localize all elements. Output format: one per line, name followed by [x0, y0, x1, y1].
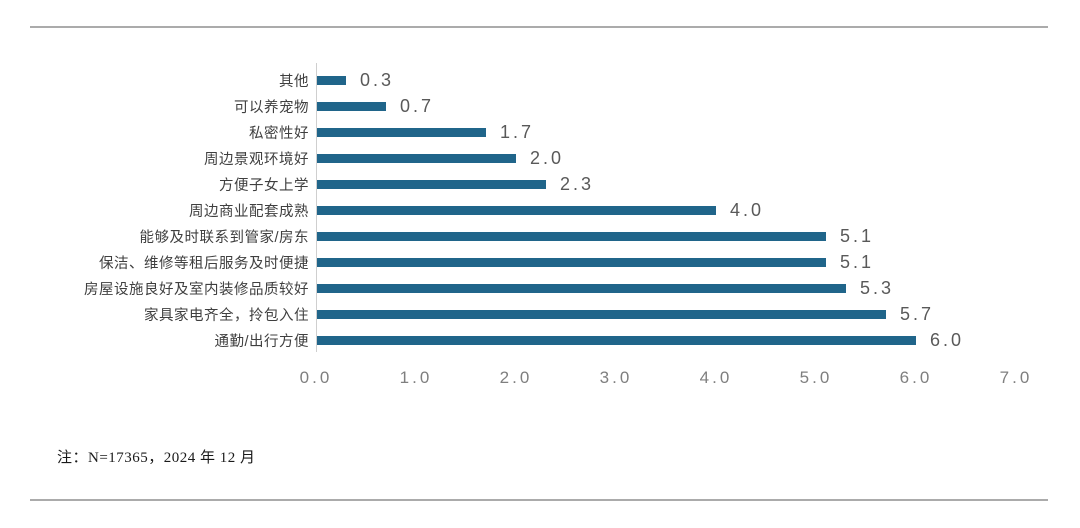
- bar-area: 5.3: [316, 275, 1016, 301]
- bar-row: 房屋设施良好及室内装修品质较好 5.3: [30, 275, 1030, 301]
- bar-area: 4.0: [316, 197, 1016, 223]
- bar-row: 可以养宠物 0.7: [30, 93, 1030, 119]
- x-tick-label: 1.0: [399, 368, 433, 387]
- top-divider: [30, 26, 1048, 28]
- x-tick-label: 3.0: [599, 368, 633, 387]
- bar-area: 5.1: [316, 249, 1016, 275]
- category-label: 周边商业配套成熟: [189, 203, 309, 220]
- bar-area: 2.0: [316, 145, 1016, 171]
- x-axis: 0.0 1.0 2.0 3.0 4.0 5.0 6.0 7.0: [0, 368, 1080, 392]
- category-label: 通勤/出行方便: [214, 333, 309, 350]
- category-label: 周边景观环境好: [204, 151, 309, 168]
- bar-row: 通勤/出行方便 6.0: [30, 327, 1030, 353]
- bar-row: 其他 0.3: [30, 67, 1030, 93]
- category-label: 能够及时联系到管家/房东: [139, 229, 309, 246]
- y-axis-line: [316, 63, 317, 352]
- bar: [316, 179, 546, 189]
- bar-area: 6.0: [316, 327, 1016, 353]
- bar-row: 周边景观环境好 2.0: [30, 145, 1030, 171]
- bar-row: 私密性好 1.7: [30, 119, 1030, 145]
- bar: [316, 127, 486, 137]
- bar: [316, 283, 846, 293]
- x-tick-label: 5.0: [799, 368, 833, 387]
- category-label: 房屋设施良好及室内装修品质较好: [84, 281, 309, 298]
- bar-row: 周边商业配套成熟 4.0: [30, 197, 1030, 223]
- bar: [316, 257, 826, 267]
- bar: [316, 205, 716, 215]
- bar: [316, 75, 346, 85]
- bar-row: 保洁、维修等租后服务及时便捷 5.1: [30, 249, 1030, 275]
- x-tick-label: 2.0: [499, 368, 533, 387]
- bar: [316, 101, 386, 111]
- value-label: 4.0: [730, 199, 765, 220]
- bar-area: 0.7: [316, 93, 1016, 119]
- bar-row: 家具家电齐全，拎包入住 5.7: [30, 301, 1030, 327]
- bar-area: 0.3: [316, 67, 1016, 93]
- value-label: 2.0: [530, 147, 565, 168]
- value-label: 5.3: [860, 277, 895, 298]
- bar-area: 5.1: [316, 223, 1016, 249]
- bar: [316, 231, 826, 241]
- x-tick-label: 6.0: [899, 368, 933, 387]
- value-label: 5.1: [839, 225, 875, 246]
- value-label: 0.3: [360, 69, 395, 90]
- x-tick-label: 0.0: [299, 368, 333, 387]
- value-label: 1.7: [500, 121, 535, 142]
- x-tick-label: 4.0: [699, 368, 733, 387]
- bar: [316, 335, 916, 345]
- bar-area: 1.7: [316, 119, 1016, 145]
- category-label: 方便子女上学: [219, 177, 309, 194]
- bar: [316, 309, 886, 319]
- value-label: 0.7: [400, 95, 435, 116]
- category-label: 其他: [279, 73, 309, 90]
- value-label: 5.1: [839, 251, 875, 272]
- bar-chart: 其他 0.3 可以养宠物 0.7 私密性好 1.7 周边景观环境好 2.0 方便子女上学 2.3 周…: [30, 67, 1030, 353]
- footnote: 注：N=17365，2024 年 12 月: [57, 450, 256, 466]
- value-label: 6.0: [930, 329, 965, 350]
- bar-row: 能够及时联系到管家/房东 5.1: [30, 223, 1030, 249]
- category-label: 保洁、维修等租后服务及时便捷: [99, 255, 309, 272]
- bottom-divider: [30, 499, 1048, 501]
- category-label: 家具家电齐全，拎包入住: [144, 307, 309, 324]
- bar: [316, 153, 516, 163]
- category-label: 可以养宠物: [234, 99, 309, 116]
- x-tick-label: 7.0: [999, 368, 1033, 387]
- bar-area: 2.3: [316, 171, 1016, 197]
- bar-rows: 其他 0.3 可以养宠物 0.7 私密性好 1.7 周边景观环境好 2.0 方便子女上学 2.3 周…: [30, 67, 1030, 353]
- value-label: 5.7: [900, 303, 935, 324]
- category-label: 私密性好: [249, 125, 309, 142]
- value-label: 2.3: [560, 173, 595, 194]
- bar-area: 5.7: [316, 301, 1016, 327]
- bar-row: 方便子女上学 2.3: [30, 171, 1030, 197]
